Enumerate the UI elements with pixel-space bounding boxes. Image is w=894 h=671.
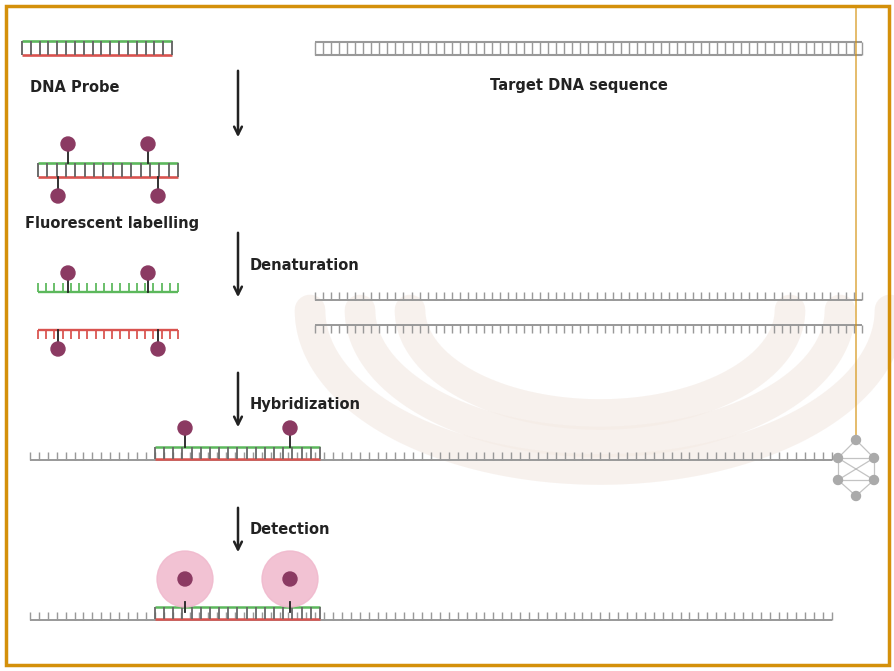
Ellipse shape [156,551,213,607]
Circle shape [141,266,155,280]
Circle shape [61,137,75,151]
Circle shape [141,137,155,151]
Circle shape [850,435,859,444]
Circle shape [151,189,164,203]
Circle shape [850,491,859,501]
Circle shape [61,266,75,280]
Circle shape [283,421,297,435]
Circle shape [832,476,841,484]
Text: Denaturation: Denaturation [249,258,359,272]
Text: Fluorescent labelling: Fluorescent labelling [25,216,198,231]
Circle shape [832,454,841,462]
Text: DNA Probe: DNA Probe [30,80,120,95]
Circle shape [283,572,297,586]
Circle shape [51,189,65,203]
Ellipse shape [262,551,317,607]
Text: Hybridization: Hybridization [249,397,360,413]
Text: Target DNA sequence: Target DNA sequence [489,78,667,93]
Circle shape [51,342,65,356]
Circle shape [178,572,192,586]
Text: Detection: Detection [249,523,330,537]
Circle shape [869,454,878,462]
Circle shape [178,421,192,435]
Circle shape [869,476,878,484]
Circle shape [151,342,164,356]
